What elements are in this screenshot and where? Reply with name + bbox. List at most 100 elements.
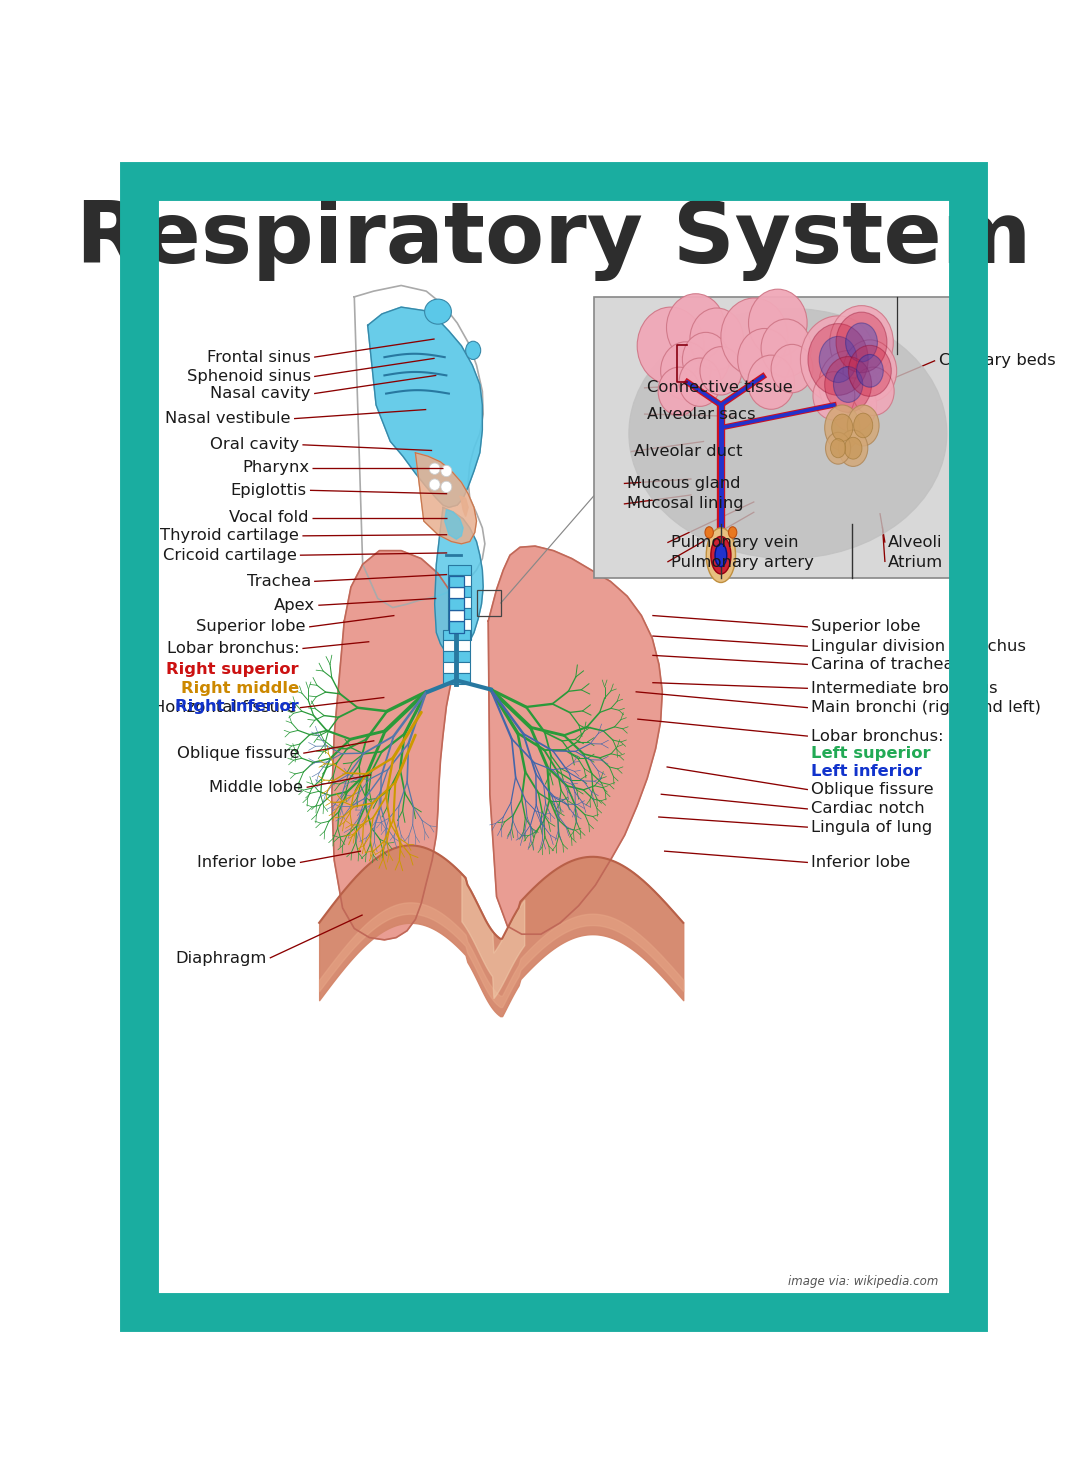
Ellipse shape <box>424 299 451 324</box>
Ellipse shape <box>846 322 877 362</box>
Ellipse shape <box>728 526 737 538</box>
Bar <box>443 672 470 683</box>
Bar <box>449 587 464 599</box>
Text: Connective tissue: Connective tissue <box>647 380 793 396</box>
Text: Right middle: Right middle <box>181 681 299 696</box>
Text: Diaphragm: Diaphragm <box>175 950 267 965</box>
Ellipse shape <box>683 333 729 387</box>
Ellipse shape <box>441 482 451 492</box>
Bar <box>448 587 472 597</box>
Ellipse shape <box>853 414 873 437</box>
Ellipse shape <box>761 319 811 377</box>
Text: Alveolar sacs: Alveolar sacs <box>647 406 756 421</box>
Text: Cricoid cartilage: Cricoid cartilage <box>163 548 297 563</box>
Polygon shape <box>332 551 457 940</box>
Ellipse shape <box>429 463 440 474</box>
Text: Pulmonary vein: Pulmonary vein <box>671 535 798 550</box>
Ellipse shape <box>800 316 876 403</box>
Ellipse shape <box>706 528 735 582</box>
Ellipse shape <box>838 430 868 467</box>
Ellipse shape <box>813 371 855 420</box>
Bar <box>477 591 501 615</box>
Ellipse shape <box>637 307 704 384</box>
Ellipse shape <box>849 346 891 396</box>
Ellipse shape <box>658 367 700 415</box>
Text: Left inferior: Left inferior <box>811 764 922 779</box>
Text: Oral cavity: Oral cavity <box>210 437 299 452</box>
Ellipse shape <box>629 309 947 559</box>
Ellipse shape <box>771 344 813 393</box>
Ellipse shape <box>715 544 727 566</box>
Text: Mucosal lining: Mucosal lining <box>627 497 744 511</box>
Text: Sphenoid sinus: Sphenoid sinus <box>187 370 311 384</box>
Bar <box>448 575 472 587</box>
Text: Frontal sinus: Frontal sinus <box>207 350 311 365</box>
Text: Horizontal fissure: Horizontal fissure <box>153 701 297 715</box>
Ellipse shape <box>661 341 711 401</box>
Ellipse shape <box>747 355 795 409</box>
Ellipse shape <box>825 405 860 451</box>
Text: Trachea: Trachea <box>246 573 311 588</box>
Ellipse shape <box>700 347 742 395</box>
Bar <box>443 630 470 640</box>
Bar <box>594 297 954 578</box>
Text: Lingula of lung: Lingula of lung <box>811 820 932 835</box>
Text: Superior lobe: Superior lobe <box>811 619 921 634</box>
Bar <box>448 630 472 640</box>
Polygon shape <box>488 545 662 934</box>
Text: Apex: Apex <box>274 597 315 613</box>
Polygon shape <box>416 452 476 544</box>
Ellipse shape <box>721 299 788 375</box>
Bar <box>443 652 470 662</box>
Ellipse shape <box>429 479 440 491</box>
Text: Intermediate bronchus: Intermediate bronchus <box>811 681 998 696</box>
Text: Superior lobe: Superior lobe <box>197 619 306 634</box>
Ellipse shape <box>819 350 877 418</box>
Ellipse shape <box>831 439 846 458</box>
Bar <box>443 662 470 672</box>
Text: Vocal fold: Vocal fold <box>229 510 308 525</box>
Ellipse shape <box>679 358 721 406</box>
Text: Lobar bronchus:: Lobar bronchus: <box>166 641 299 656</box>
Text: Right superior: Right superior <box>166 662 299 677</box>
Bar <box>448 619 472 630</box>
Ellipse shape <box>738 328 792 390</box>
Text: Pharynx: Pharynx <box>242 460 309 474</box>
Text: Alveolar duct: Alveolar duct <box>634 443 742 460</box>
Ellipse shape <box>690 307 743 370</box>
Text: Oblique fissure: Oblique fissure <box>177 746 300 761</box>
Ellipse shape <box>832 414 853 442</box>
Text: Mucous gland: Mucous gland <box>627 476 741 491</box>
Polygon shape <box>434 507 483 655</box>
Bar <box>448 597 472 607</box>
Ellipse shape <box>820 337 856 383</box>
Ellipse shape <box>856 355 883 387</box>
Text: Nasal vestibule: Nasal vestibule <box>165 411 291 426</box>
Ellipse shape <box>711 537 731 573</box>
Text: Lobar bronchus:: Lobar bronchus: <box>811 729 944 743</box>
Text: Epiglottis: Epiglottis <box>230 483 307 498</box>
Ellipse shape <box>808 324 868 395</box>
Bar <box>449 575 464 587</box>
Text: Left superior: Left superior <box>811 746 931 761</box>
Ellipse shape <box>441 466 451 477</box>
Ellipse shape <box>666 294 725 362</box>
Ellipse shape <box>829 378 877 432</box>
Ellipse shape <box>829 306 893 380</box>
Ellipse shape <box>843 340 896 402</box>
Text: Main bronchi (right and left): Main bronchi (right and left) <box>811 701 1041 715</box>
Polygon shape <box>460 497 468 516</box>
Text: image via: wikipedia.com: image via: wikipedia.com <box>788 1276 939 1289</box>
Text: Right inferior: Right inferior <box>175 699 299 714</box>
Text: Carina of trachea: Carina of trachea <box>811 656 954 672</box>
Bar <box>448 607 472 619</box>
Text: Capillary beds: Capillary beds <box>939 353 1055 368</box>
Ellipse shape <box>825 432 851 464</box>
Text: Oblique fissure: Oblique fissure <box>811 782 934 797</box>
Text: Cardiac notch: Cardiac notch <box>811 801 924 816</box>
Text: Middle lobe: Middle lobe <box>210 780 303 795</box>
Ellipse shape <box>852 367 894 415</box>
Bar <box>449 599 464 610</box>
Bar <box>449 621 464 633</box>
Text: Atrium: Atrium <box>889 554 944 569</box>
